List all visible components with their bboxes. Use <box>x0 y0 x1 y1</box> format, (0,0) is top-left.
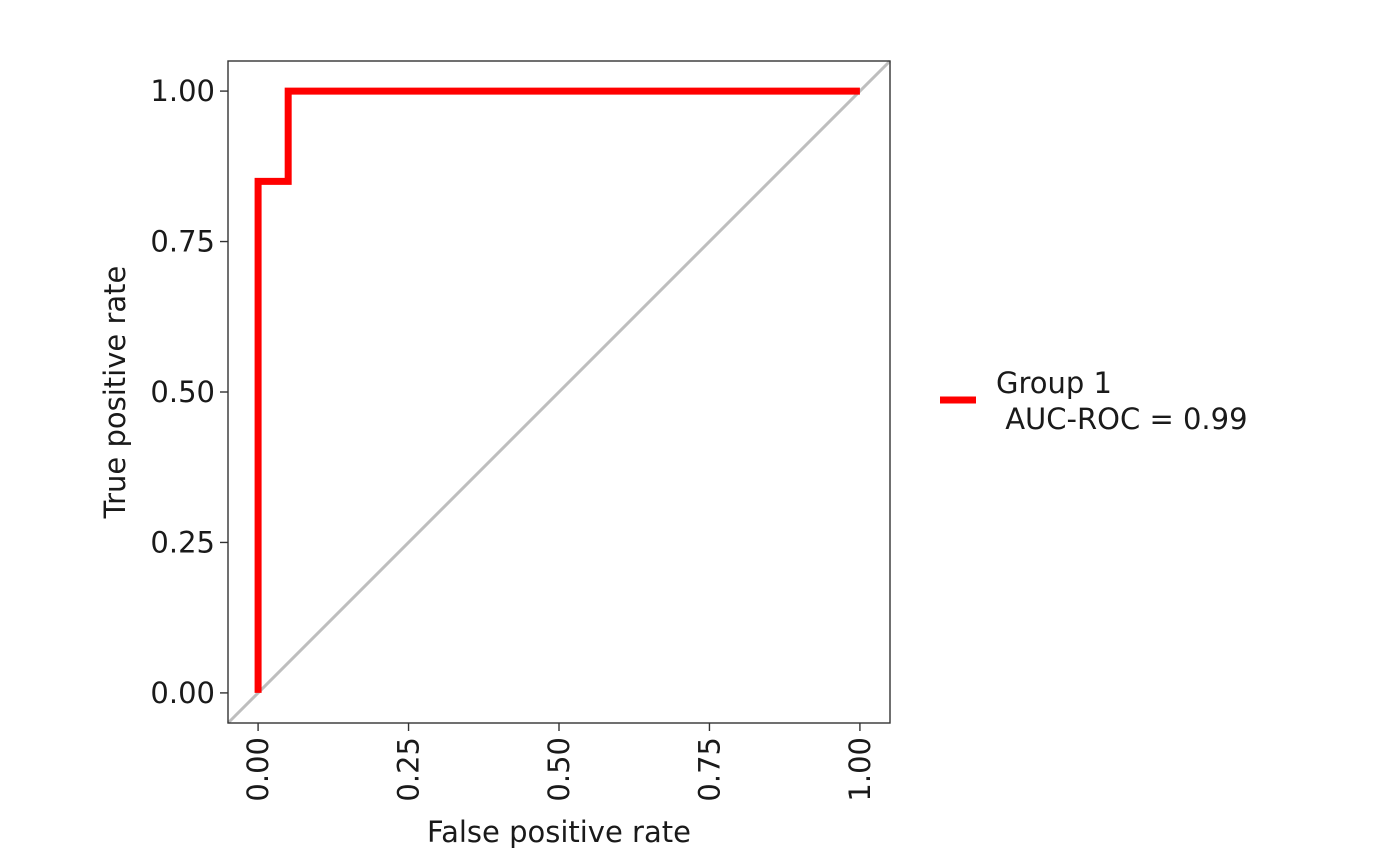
x-tick-label: 1.00 <box>843 737 877 802</box>
y-tick-label: 0.75 <box>150 225 215 259</box>
legend-label-auc: AUC-ROC = 0.99 <box>996 402 1248 436</box>
y-axis-ticks: 0.00 0.25 0.50 0.75 1.00 <box>150 74 228 710</box>
legend: Group 1 AUC-ROC = 0.99 <box>940 366 1248 436</box>
y-tick-label: 1.00 <box>150 74 215 108</box>
x-tick-label: 0.50 <box>542 737 576 802</box>
plot-panel <box>226 59 892 725</box>
y-tick-label: 0.50 <box>150 375 215 409</box>
x-tick-label: 0.00 <box>241 737 275 802</box>
x-tick-label: 0.75 <box>692 737 726 802</box>
x-tick-label: 0.25 <box>392 737 426 802</box>
x-axis-ticks: 0.00 0.25 0.50 0.75 1.00 <box>241 723 877 802</box>
y-tick-label: 0.25 <box>150 525 215 559</box>
legend-label-group-name: Group 1 <box>996 366 1112 400</box>
y-axis-title: True positive rate <box>98 266 132 520</box>
x-axis-title: False positive rate <box>427 815 691 849</box>
reference-diagonal-line <box>226 59 892 725</box>
y-tick-label: 0.00 <box>150 676 215 710</box>
roc-curve-group-1 <box>254 87 860 693</box>
